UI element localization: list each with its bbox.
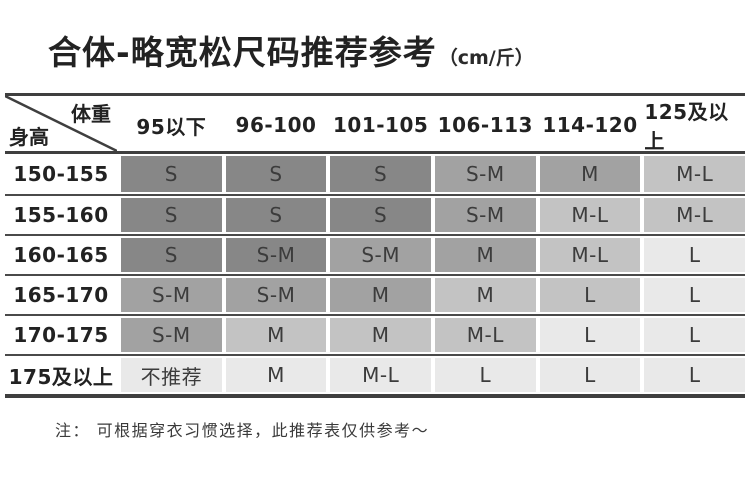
size-cell: M [225,318,327,352]
size-cell: S-M [330,238,431,272]
size-cell: M [225,358,327,392]
size-cell: M [330,278,431,312]
size-cell: M-L [539,238,641,272]
weight-col-header: 96-100 [235,113,317,137]
weight-col-header: 125及以上 [644,100,729,153]
page-title: 合体-略宽松尺码推荐参考 （cm/斤） [48,26,750,72]
table-row: 150-155 S S S S-M M M-L [5,154,745,194]
table-row: 175及以上 不推荐 M M-L L L L [5,354,745,394]
table-row: 170-175 S-M M M M-L L L [5,314,745,354]
title-unit: （cm/斤） [438,47,534,69]
size-cell: S-M [225,238,327,272]
size-cell: M-L [434,318,536,352]
title-text: 合体-略宽松尺码推荐参考 [48,33,437,72]
size-cell: L [644,278,745,312]
size-cell: S [225,156,327,192]
size-cell: L [539,318,641,352]
weight-col-header: 114-120 [542,113,638,137]
corner-cell: 体重 身高 [5,96,117,154]
height-row-label: 175及以上 [5,358,117,392]
size-cell: S [330,156,431,192]
weight-col-header: 106-113 [437,113,533,137]
size-cell: M-L [644,198,745,232]
height-row-label: 155-160 [5,198,117,232]
size-cell: M [330,318,431,352]
size-cell: M-L [330,358,431,392]
height-row-label: 150-155 [5,156,117,192]
height-row-label: 160-165 [5,238,117,272]
corner-height-label: 身高 [9,125,49,149]
table-row: 155-160 S S S S-M M-L M-L [5,194,745,234]
size-table: 体重 身高 95以下 96-100 101-105 106-113 114-12… [5,93,745,398]
size-cell: L [644,238,745,272]
size-cell: M [434,278,536,312]
diagonal-line-icon [5,96,117,151]
size-cell: L [434,358,536,392]
size-cell: S-M [434,198,536,232]
size-cell: S-M [121,318,222,352]
note-text: 注： 可根据穿衣习惯选择，此推荐表仅供参考～ [55,421,430,440]
table-header-row: 体重 身高 95以下 96-100 101-105 106-113 114-12… [5,96,745,154]
size-cell: S [121,238,222,272]
size-cell: L [539,358,641,392]
corner-weight-label: 体重 [71,102,111,126]
size-cell: S [225,198,327,232]
weight-col-header: 95以下 [136,114,207,139]
table-row: 160-165 S S-M S-M M M-L L [5,234,745,274]
size-cell: M-L [644,156,745,192]
size-cell: S-M [225,278,327,312]
size-cell: M-L [539,198,641,232]
size-cell: L [539,278,641,312]
size-cell: 不推荐 [121,358,222,392]
table-row: 165-170 S-M S-M M M L L [5,274,745,314]
height-row-label: 170-175 [5,318,117,352]
height-row-label: 165-170 [5,278,117,312]
size-cell: L [644,358,745,392]
size-cell: L [644,318,745,352]
size-cell: S [121,156,222,192]
size-cell: S-M [434,156,536,192]
size-cell: S [121,198,222,232]
size-cell: M [434,238,536,272]
weight-col-header: 101-105 [333,113,429,137]
size-cell: S [330,198,431,232]
size-cell: S-M [121,278,222,312]
size-cell: M [539,156,641,192]
